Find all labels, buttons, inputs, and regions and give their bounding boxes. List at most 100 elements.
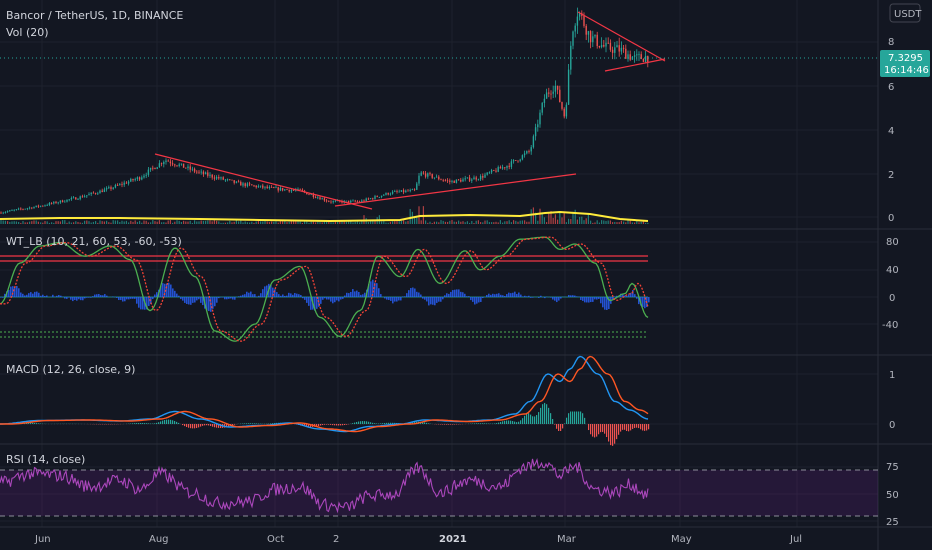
candle-body (471, 179, 473, 181)
wt-diff-bar (622, 293, 624, 297)
wt-diff-bar (94, 294, 96, 297)
candle-body (422, 172, 425, 174)
macd-hist-bar (572, 411, 574, 424)
wt-diff-bar (530, 297, 532, 298)
volume-bar (541, 213, 543, 224)
candle-body (603, 44, 605, 47)
candle-body (226, 179, 229, 181)
wt-diff-bar (596, 297, 598, 300)
wt-diff-bar (434, 297, 436, 306)
macd-hist-bar (442, 424, 444, 425)
rsi-indicator-label[interactable]: RSI (14, close) (6, 453, 85, 466)
volume-bar (493, 222, 495, 224)
wt-diff-bar (422, 297, 424, 299)
wt-diff-bar (580, 297, 582, 300)
wavetrend-pane[interactable] (0, 236, 650, 342)
candle-body (240, 181, 242, 186)
volume-bar (337, 220, 339, 224)
time-axis[interactable]: Jun Aug Oct 2 2021 Mar May Jul (34, 534, 802, 545)
wt-diff-bar (24, 295, 26, 297)
wt-diff-bar (608, 297, 610, 310)
wt-indicator-label[interactable]: WT_LB (10, 21, 60, 53, -60, -53) (6, 235, 182, 248)
macd-hist-bar (160, 421, 162, 424)
macd-hist-bar (646, 424, 648, 431)
price-axis[interactable]: 8 6 4 2 0 (888, 37, 894, 224)
macd-hist-bar (590, 424, 592, 435)
volume-bar (103, 221, 105, 224)
candle-body (288, 189, 290, 192)
macd-hist-bar (576, 411, 578, 424)
rsi-axis[interactable]: 75 50 25 (886, 462, 899, 528)
candle-body (374, 196, 376, 199)
wt-diff-bar (122, 297, 124, 302)
wt2-line (0, 236, 649, 342)
macd-hist-bar (322, 424, 324, 426)
candle-body (545, 92, 548, 99)
macd-hist-bar (570, 411, 572, 424)
wt-axis[interactable]: 80 40 0 -40 (882, 237, 899, 331)
currency-button[interactable]: USDT (889, 3, 922, 23)
rsi-pane[interactable] (0, 458, 878, 517)
wt-diff-bar (504, 295, 506, 297)
volume-bar (354, 221, 356, 224)
volume-bar (268, 222, 270, 224)
macd-hist-bar (248, 423, 250, 424)
wt-diff-bar (282, 294, 284, 297)
wt-diff-bar (224, 297, 226, 300)
candle-body (598, 45, 601, 48)
macd-axis[interactable]: 1 0 (889, 370, 895, 431)
price-pane[interactable] (0, 7, 878, 224)
wt-diff-bar (290, 293, 292, 297)
macd-hist-bar (244, 423, 246, 424)
price-tick-8: 8 (888, 37, 894, 48)
wt-diff-bar (368, 283, 370, 297)
macd-indicator-label[interactable]: MACD (12, 26, close, 9) (6, 363, 135, 376)
wt-diff-bar (46, 295, 48, 297)
candle-body (616, 45, 618, 48)
volume-bar (114, 220, 116, 224)
candle-body (600, 44, 603, 48)
time-tick-jun: Jun (34, 534, 51, 545)
volume-bar (4, 220, 6, 224)
wt-diff-bar (146, 297, 148, 310)
wt-diff-bar (636, 297, 638, 299)
macd-pane[interactable] (0, 355, 650, 446)
wt-diff-bar (178, 295, 180, 297)
candle-body (433, 177, 436, 179)
candle-body (567, 69, 570, 105)
candle-body (358, 201, 361, 203)
candle-body (559, 89, 561, 103)
volume-bar (568, 218, 570, 224)
macd-hist-bar (364, 421, 366, 424)
volume-bar (372, 220, 374, 224)
candle-body (178, 164, 180, 166)
candle-body (130, 179, 132, 182)
candle-body (207, 172, 209, 176)
macd-hist-bar (446, 424, 448, 425)
wt-diff-bar (266, 285, 268, 297)
wt-diff-bar (106, 295, 108, 297)
macd-hist-bar (518, 421, 520, 424)
wt-diff-bar (354, 291, 356, 297)
candle-body (594, 34, 596, 37)
candle-body (136, 177, 139, 180)
macd-hist-bar (162, 420, 164, 424)
wt-diff-bar (348, 293, 350, 297)
wt-diff-bar (544, 297, 546, 299)
candle-body (158, 163, 161, 168)
candle-body (290, 190, 293, 192)
macd-hist-bar (452, 424, 454, 425)
candle-body (44, 205, 46, 207)
candle-body (28, 207, 31, 209)
macd-hist-bar (210, 424, 212, 426)
wt-diff-bar (288, 292, 290, 297)
volume-bar (594, 222, 596, 224)
wt-diff-bar (254, 294, 256, 297)
candle-body (570, 45, 572, 70)
macd-hist-bar (382, 423, 384, 424)
volume-bar (176, 220, 178, 224)
volume-bar (26, 222, 28, 224)
volume-bar (581, 216, 583, 224)
volume-bar (385, 222, 387, 224)
